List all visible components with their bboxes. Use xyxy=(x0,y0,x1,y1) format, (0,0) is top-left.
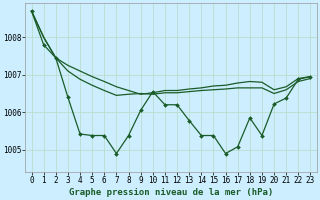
X-axis label: Graphe pression niveau de la mer (hPa): Graphe pression niveau de la mer (hPa) xyxy=(69,188,273,197)
